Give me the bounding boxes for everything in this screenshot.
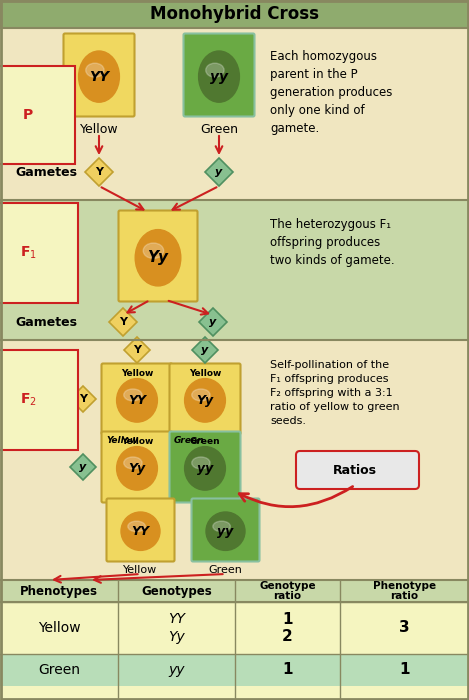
Text: Phenotypes: Phenotypes bbox=[20, 584, 98, 598]
Text: Green: Green bbox=[174, 436, 204, 445]
Text: P: P bbox=[23, 108, 33, 122]
Text: yy: yy bbox=[217, 525, 234, 538]
FancyBboxPatch shape bbox=[169, 363, 241, 435]
Polygon shape bbox=[70, 386, 96, 412]
FancyBboxPatch shape bbox=[0, 580, 469, 700]
FancyBboxPatch shape bbox=[0, 580, 469, 602]
Text: F$_1$: F$_1$ bbox=[20, 245, 37, 261]
Text: YY: YY bbox=[128, 394, 146, 407]
Ellipse shape bbox=[86, 63, 104, 77]
Ellipse shape bbox=[206, 63, 224, 77]
Text: Gametes: Gametes bbox=[15, 316, 77, 328]
Text: YY: YY bbox=[168, 612, 185, 626]
Ellipse shape bbox=[128, 521, 145, 532]
FancyBboxPatch shape bbox=[0, 200, 469, 340]
Text: YY: YY bbox=[131, 525, 150, 538]
Polygon shape bbox=[199, 308, 227, 336]
Ellipse shape bbox=[117, 379, 158, 422]
Ellipse shape bbox=[124, 389, 142, 401]
Text: F$_2$: F$_2$ bbox=[20, 392, 37, 408]
Text: Y: Y bbox=[133, 345, 141, 355]
Text: Phenotype
ratio: Phenotype ratio bbox=[373, 580, 436, 601]
Text: y: y bbox=[209, 317, 217, 327]
Ellipse shape bbox=[135, 230, 181, 286]
FancyBboxPatch shape bbox=[101, 431, 173, 503]
Polygon shape bbox=[109, 308, 137, 336]
Text: yy: yy bbox=[197, 462, 213, 475]
Text: Yy: Yy bbox=[197, 394, 213, 407]
Polygon shape bbox=[205, 158, 233, 186]
Text: Each homozygous
parent in the P
generation produces
only one kind of
gamete.: Each homozygous parent in the P generati… bbox=[270, 50, 393, 135]
FancyBboxPatch shape bbox=[119, 211, 197, 302]
FancyBboxPatch shape bbox=[0, 340, 469, 580]
Ellipse shape bbox=[79, 51, 120, 102]
Text: Yellow: Yellow bbox=[106, 436, 138, 445]
Ellipse shape bbox=[192, 457, 210, 469]
Text: Ratios: Ratios bbox=[333, 463, 377, 477]
Text: 2: 2 bbox=[282, 629, 293, 644]
Text: Yellow: Yellow bbox=[38, 621, 80, 635]
Text: Yy: Yy bbox=[129, 462, 145, 475]
FancyBboxPatch shape bbox=[101, 363, 173, 435]
FancyBboxPatch shape bbox=[0, 602, 469, 654]
Ellipse shape bbox=[206, 512, 245, 550]
Ellipse shape bbox=[117, 447, 158, 490]
Text: Self-pollination of the
F₁ offspring produces
F₂ offspring with a 3:1
ratio of y: Self-pollination of the F₁ offspring pro… bbox=[270, 360, 400, 426]
FancyBboxPatch shape bbox=[0, 654, 469, 686]
Text: Genotypes: Genotypes bbox=[141, 584, 212, 598]
Ellipse shape bbox=[213, 521, 230, 532]
Ellipse shape bbox=[124, 457, 142, 469]
Text: Gametes: Gametes bbox=[15, 165, 77, 178]
FancyBboxPatch shape bbox=[183, 34, 255, 116]
Ellipse shape bbox=[192, 389, 210, 401]
Text: Genotype
ratio: Genotype ratio bbox=[259, 580, 316, 601]
Text: Yellow: Yellow bbox=[189, 369, 221, 378]
FancyBboxPatch shape bbox=[106, 498, 174, 561]
Text: y: y bbox=[215, 167, 223, 177]
Text: yy: yy bbox=[168, 663, 185, 677]
FancyBboxPatch shape bbox=[0, 28, 469, 200]
Text: Green: Green bbox=[189, 437, 220, 446]
Ellipse shape bbox=[185, 379, 226, 422]
Text: Yy: Yy bbox=[147, 251, 168, 265]
Text: yy: yy bbox=[210, 69, 228, 83]
Text: Y: Y bbox=[119, 317, 127, 327]
Text: YY: YY bbox=[89, 69, 109, 83]
Text: Green: Green bbox=[200, 123, 238, 136]
Ellipse shape bbox=[121, 512, 160, 550]
Polygon shape bbox=[85, 158, 113, 186]
Text: Green: Green bbox=[38, 663, 80, 677]
Text: 1: 1 bbox=[399, 662, 410, 678]
Text: y: y bbox=[79, 462, 87, 472]
Text: 1: 1 bbox=[282, 662, 293, 678]
Ellipse shape bbox=[198, 51, 239, 102]
Text: Yellow: Yellow bbox=[80, 123, 118, 136]
Ellipse shape bbox=[185, 447, 226, 490]
FancyBboxPatch shape bbox=[191, 498, 259, 561]
Text: Yy: Yy bbox=[168, 630, 185, 644]
Polygon shape bbox=[70, 454, 96, 480]
Text: Yellow: Yellow bbox=[121, 369, 153, 378]
FancyBboxPatch shape bbox=[296, 451, 419, 489]
Text: Green: Green bbox=[209, 565, 242, 575]
Text: Y: Y bbox=[79, 394, 87, 404]
Polygon shape bbox=[124, 337, 150, 363]
Text: Yellow: Yellow bbox=[123, 565, 158, 575]
FancyBboxPatch shape bbox=[169, 431, 241, 503]
Text: Yellow: Yellow bbox=[121, 437, 153, 446]
Text: 1: 1 bbox=[282, 612, 293, 626]
Text: Y: Y bbox=[95, 167, 103, 177]
FancyBboxPatch shape bbox=[0, 0, 469, 28]
Text: The heterozygous F₁
offspring produces
two kinds of gamete.: The heterozygous F₁ offspring produces t… bbox=[270, 218, 394, 267]
Text: 3: 3 bbox=[399, 620, 410, 636]
Polygon shape bbox=[192, 337, 218, 363]
FancyBboxPatch shape bbox=[63, 34, 135, 116]
Text: Monohybrid Cross: Monohybrid Cross bbox=[150, 5, 319, 23]
Text: y: y bbox=[201, 345, 209, 355]
Ellipse shape bbox=[143, 243, 164, 258]
